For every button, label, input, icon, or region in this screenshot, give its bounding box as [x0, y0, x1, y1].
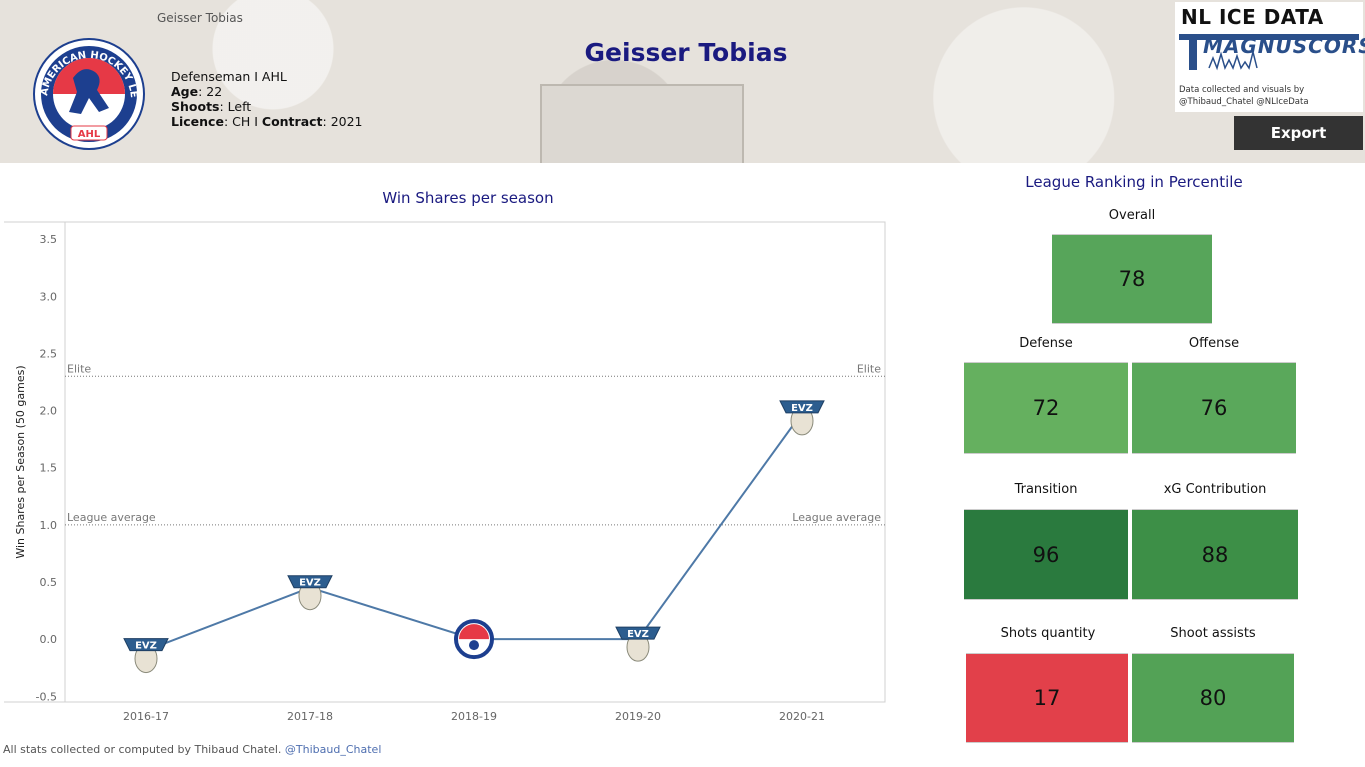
y-axis-label: Win Shares per Season (50 games)	[14, 365, 27, 558]
defense-cell: 72	[964, 362, 1128, 454]
offense-cell: 76	[1132, 362, 1296, 454]
data-point-marker-center	[469, 640, 479, 651]
x-tick-label: 2016-17	[123, 710, 169, 723]
shots-quantity-value: 17	[1033, 686, 1061, 710]
x-tick-label: 2018-19	[451, 710, 497, 723]
footer-text: All stats collected or computed by Thiba…	[3, 743, 285, 756]
y-tick-label: 2.5	[40, 347, 58, 360]
data-point-team-label: EVZ	[791, 403, 813, 414]
win-shares-chart: -0.5 0.0 0.5 1.0 1.5 2.0 2.5 3.0 3.5 Win Shares p…	[4, 221, 886, 723]
licence-value: : CH I	[223, 114, 262, 129]
shoots-value: : Left	[219, 99, 252, 114]
data-point-marker-banner	[779, 400, 825, 414]
reference-label-left: Elite	[67, 362, 91, 375]
data-point-marker-banner	[287, 575, 333, 589]
ahl-logo-badge: AHL	[78, 129, 101, 140]
chart-title: Win Shares per season	[382, 189, 554, 207]
data-point-team-label: EVZ	[135, 641, 157, 652]
brand-subtitle: MAGNUSCORSI	[1203, 34, 1365, 58]
shoot-assists-value: 80	[1199, 686, 1227, 710]
xg-contribution-cell: 88	[1132, 509, 1298, 600]
shoot-assists-label: Shoot assists	[1170, 626, 1256, 641]
reference-label-right: League average	[792, 511, 881, 524]
footer-handle-link[interactable]: @Thibaud_Chatel	[284, 743, 382, 756]
y-tick-label: 0.0	[40, 633, 58, 646]
contract-value: : 2021	[322, 114, 363, 129]
y-tick-label: 0.5	[40, 576, 58, 589]
brand-title: NL ICE DATA	[1181, 5, 1324, 29]
age-label: Age	[171, 84, 199, 99]
xg-contribution-value: 88	[1201, 542, 1229, 567]
transition-cell: 96	[964, 509, 1128, 600]
data-point-marker-banner	[123, 638, 169, 652]
x-tick-label: 2017-18	[287, 710, 333, 723]
export-button[interactable]: Export	[1234, 116, 1363, 150]
licence-label: Licence	[171, 114, 224, 129]
data-point-marker-banner	[615, 626, 661, 640]
shots-quantity-cell: 17	[966, 653, 1128, 743]
age-row: Age: 22	[171, 84, 363, 99]
y-tick-label: 1.0	[40, 519, 58, 532]
brand-credit-line1: Data collected and visuals by	[1179, 85, 1305, 95]
footer-credit: All stats collected or computed by Thiba…	[3, 743, 381, 756]
overall-value: 78	[1118, 267, 1146, 291]
offense-label: Offense	[1188, 336, 1240, 351]
age-value: : 22	[198, 84, 223, 99]
licence-row: Licence: CH I Contract: 2021	[171, 114, 363, 129]
shots-quantity-label: Shots quantity	[1000, 626, 1096, 641]
player-name-small: Geisser Tobias	[157, 11, 243, 25]
reference-label-right: Elite	[857, 362, 881, 375]
page-title: Geisser Tobias	[584, 38, 788, 67]
reference-label-left: League average	[67, 511, 156, 524]
xg-contribution-label: xG Contribution	[1163, 482, 1267, 497]
defense-label: Defense	[1019, 336, 1073, 351]
player-info: Defenseman I AHL Age: 22 Shoots: Left Li…	[171, 69, 363, 129]
brand-credit: Data collected and visuals by @Thibaud_C…	[1179, 84, 1309, 108]
y-tick-label: 3.0	[40, 290, 58, 303]
defense-value: 72	[1032, 396, 1060, 420]
y-tick-label: 3.5	[40, 233, 58, 246]
transition-value: 96	[1032, 542, 1060, 567]
contract-label: Contract	[261, 114, 323, 129]
brand-credit-line2: @Thibaud_Chatel @NLIceData	[1179, 97, 1309, 107]
shoots-row: Shoots: Left	[171, 99, 363, 114]
position-league: Defenseman I AHL	[171, 69, 287, 84]
data-point-team-label: EVZ	[299, 578, 321, 589]
data-point-marker-top	[459, 624, 489, 640]
brand-sensor-icon	[1179, 34, 1359, 71]
y-tick-label: -0.5	[36, 690, 57, 703]
overall-cell: 78	[1052, 234, 1212, 324]
y-tick-label: 2.0	[40, 405, 58, 418]
x-tick-label: 2019-20	[615, 710, 661, 723]
offense-value: 76	[1200, 396, 1228, 420]
shoots-label: Shoots	[171, 99, 220, 114]
ranking-title: League Ranking in Percentile	[1025, 173, 1243, 191]
shoot-assists-cell: 80	[1132, 653, 1294, 743]
x-tick-label: 2020-21	[779, 710, 825, 723]
header-banner: Geisser Tobias Geisser Tobias AMERICAN H…	[0, 0, 1365, 163]
brand-logo: NL ICE DATA MAGNUSCORSI Data collected a…	[1175, 2, 1365, 112]
data-point-team-label: EVZ	[627, 629, 649, 640]
transition-label: Transition	[1014, 482, 1078, 497]
y-tick-label: 1.5	[40, 462, 58, 475]
overall-label: Overall	[1108, 208, 1156, 223]
ahl-logo-icon: AMERICAN HOCKEY LEAGUE AHL	[33, 38, 145, 150]
header-rink-image	[540, 84, 744, 163]
